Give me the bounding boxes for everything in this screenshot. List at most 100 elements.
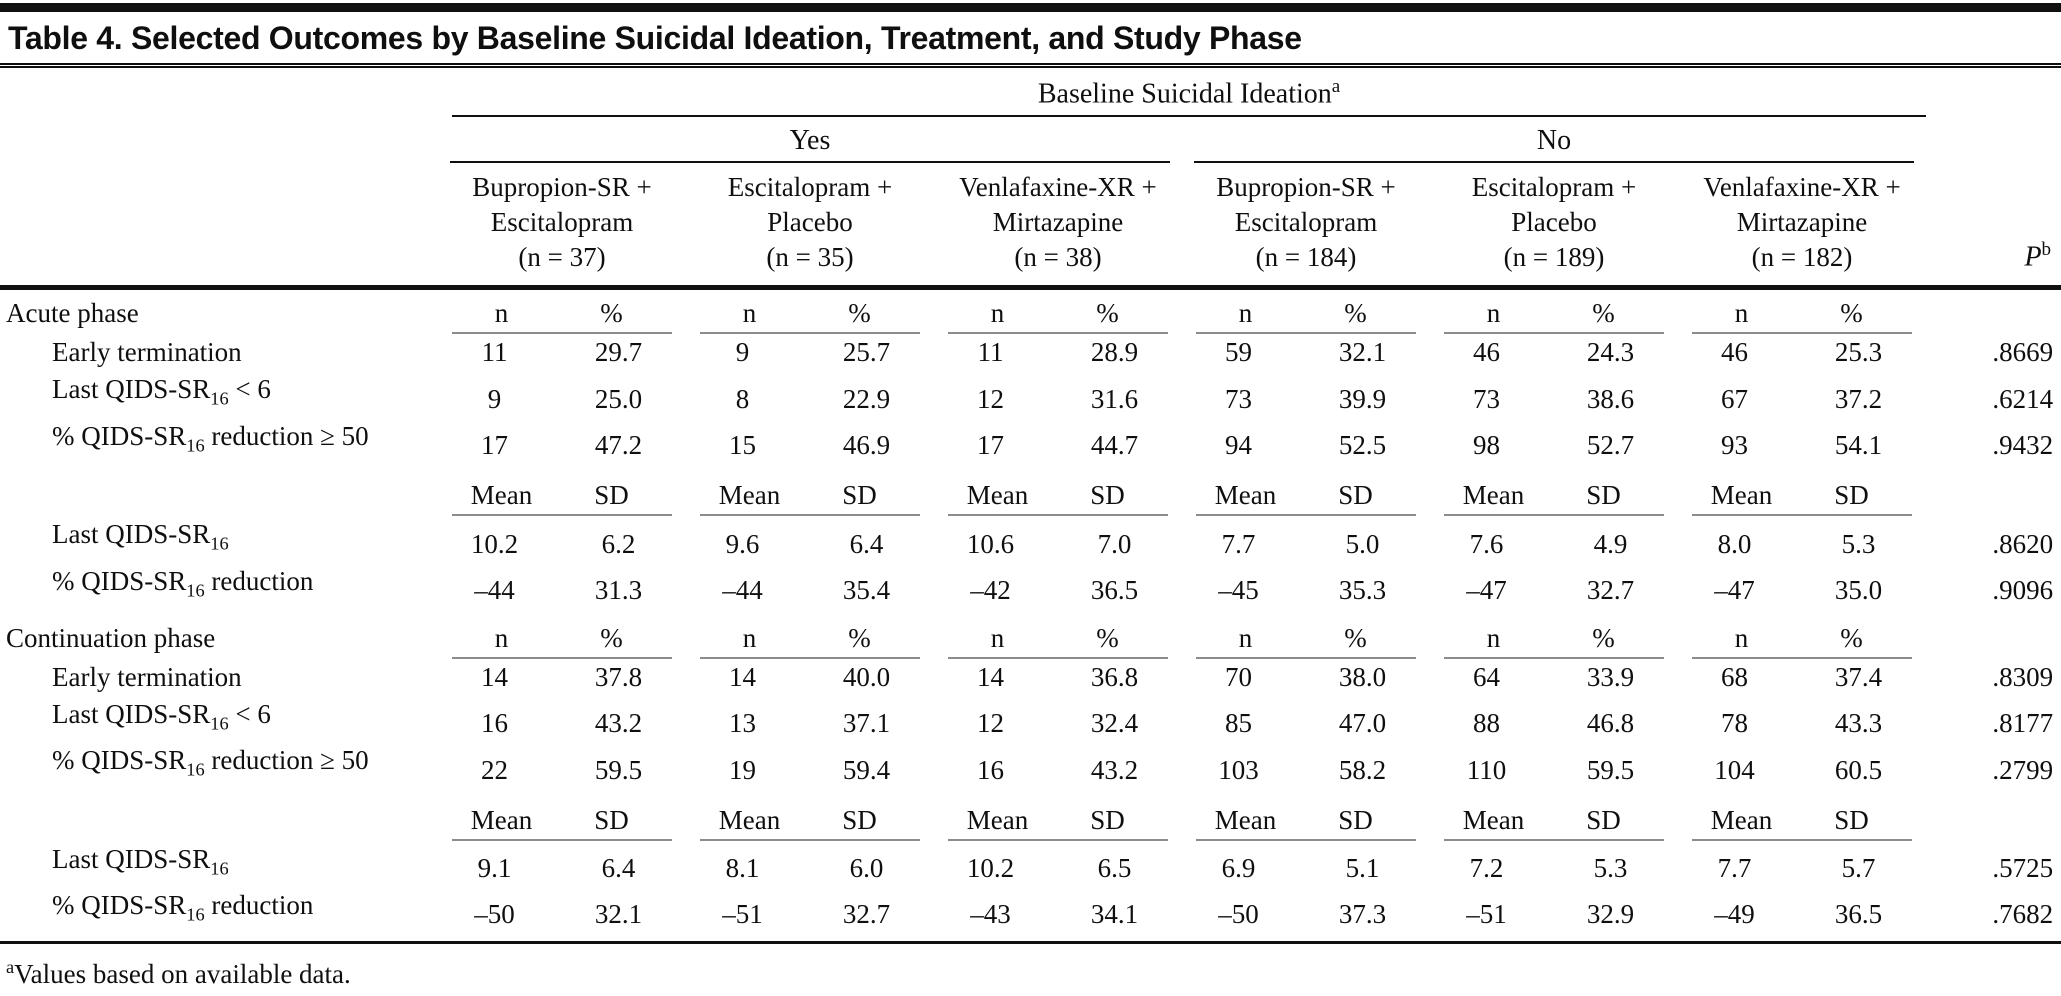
stat-subheader-cell: n% [1678, 288, 1926, 335]
treatment-n-label: (n = 184) [1255, 242, 1357, 273]
value-cell: 104 [1714, 754, 1755, 785]
stat-subheader-cell: n% [438, 609, 686, 659]
value-cell: 73 [1225, 383, 1252, 414]
row-label: % QIDS-SR16 reduction [52, 890, 314, 925]
data-row: Last QIDS-SR16 9.1 6.4 8.1 6.0 10.2 6.5 6.9 5.1 7… [0, 841, 2061, 887]
row-label: % QIDS-SR16 reduction ≥ 50 [52, 745, 369, 780]
value-cell: 7.0 [1097, 528, 1132, 559]
subheader-mean: Mean [1214, 804, 1277, 835]
subheader-n: n [1486, 298, 1501, 329]
footnotes: aValues based on available data. bProbab… [0, 944, 2061, 996]
value-cell: 19 [729, 754, 756, 785]
treatment-name-line2: Placebo [767, 207, 853, 238]
treatment-header-cell: Venlafaxine-XR + Mirtazapine (n = 182) [1678, 163, 1927, 291]
yes-no-row: Yes No [0, 117, 2061, 164]
treatment-n-label: (n = 37) [518, 242, 606, 273]
value-cell: 70 [1225, 661, 1252, 692]
value-cell: 52.5 [1338, 430, 1387, 461]
row-label: Last QIDS-SR16 < 6 [52, 374, 271, 409]
p-column-header: Pb [1926, 74, 2061, 291]
value-cell: 10.2 [966, 853, 1015, 884]
row-label: % QIDS-SR16 reduction [52, 565, 314, 600]
treatment-name-line1: Venlafaxine-XR + [1703, 172, 1901, 203]
value-cell: 32.1 [1338, 337, 1387, 368]
value-cell: 32.7 [842, 899, 891, 930]
value-cell: 38.6 [1586, 383, 1635, 414]
subheader-n: n [990, 622, 1005, 653]
value-cell: 24.3 [1586, 337, 1635, 368]
stat-subheader-cell: Mean SD [1182, 789, 1430, 841]
row-label: Last QIDS-SR16 < 6 [52, 698, 271, 734]
treatment-name-line1: Bupropion-SR + [472, 172, 652, 203]
treatment-header: Venlafaxine-XR + Mirtazapine (n = 182) [1678, 163, 1926, 285]
treatment-name-line1: Venlafaxine-XR + [959, 172, 1157, 203]
row-label: Early termination [52, 337, 242, 368]
subheader-mean: Mean [1462, 804, 1525, 835]
value-cell: 47.2 [594, 430, 643, 461]
value-cell: 12 [977, 383, 1004, 414]
phase-label [0, 464, 438, 516]
value-cell: 35.3 [1338, 574, 1387, 605]
treatment-n-label: (n = 38) [1014, 242, 1102, 273]
data-row: Last QIDS-SR16 10.2 6.2 9.6 6.4 10.6 7.0 7.7 5.0… [0, 516, 2061, 562]
value-cell: –51 [1466, 899, 1507, 930]
value-cell: –50 [474, 899, 515, 930]
subheader-sd: SD [1338, 804, 1373, 835]
treatment-n-label: (n = 189) [1503, 242, 1605, 273]
p-value: .8669 [1992, 337, 2054, 368]
value-cell: 5.7 [1841, 853, 1876, 884]
subheader-n: n [990, 298, 1005, 329]
value-cell: 32.7 [1586, 574, 1635, 605]
value-cell: –44 [474, 574, 515, 605]
treatment-header-cell: Bupropion-SR + Escitalopram (n = 184) [1182, 163, 1430, 291]
footnote-line: bProbability value associated with basel… [6, 991, 2053, 996]
value-cell: 94 [1225, 430, 1252, 461]
value-cell: 73 [1473, 383, 1500, 414]
p-value: .8620 [1992, 528, 2054, 559]
subheader-pct: % [848, 298, 871, 329]
value-cell: 46.8 [1586, 708, 1635, 739]
value-cell: 46.9 [842, 430, 891, 461]
value-cell: 7.7 [1221, 528, 1256, 559]
value-cell: –42 [970, 574, 1011, 605]
treatment-name-line2: Placebo [1511, 207, 1597, 238]
value-cell: 15 [729, 430, 756, 461]
value-cell: 5.0 [1345, 528, 1380, 559]
stat-subheader-cell: n% [934, 609, 1182, 659]
baseline-ideation-header-cell: Baseline Suicidal Ideationa [438, 74, 1927, 118]
span-header-row: Baseline Suicidal Ideationa Pb [0, 74, 2061, 291]
subheader-n: n [1734, 622, 1749, 653]
table-body: Acute phase n% n% n% n% n% n% Early termination… [0, 288, 2061, 943]
value-cell: 10.2 [470, 528, 519, 559]
p-value: .6214 [1992, 383, 2054, 414]
p-cell-empty [1926, 288, 2061, 335]
subheader-pct: % [600, 622, 623, 653]
subheader-mean: Mean [470, 804, 533, 835]
stat-subheader-cell: Mean SD [1430, 789, 1678, 841]
p-value: .7682 [1992, 899, 2054, 930]
value-cell: 31.6 [1090, 383, 1139, 414]
stat-subheader-cell: n% [1182, 288, 1430, 335]
stat-subheader-cell: n% [1430, 288, 1678, 335]
stat-subheader-cell: Mean SD [934, 789, 1182, 841]
value-cell: 33.9 [1586, 661, 1635, 692]
subheader-sd: SD [594, 480, 629, 511]
value-cell: 16 [977, 754, 1004, 785]
treatment-header: Escitalopram + Placebo (n = 35) [686, 163, 934, 285]
treatment-header: Venlafaxine-XR + Mirtazapine (n = 38) [934, 163, 1182, 285]
data-row: % QIDS-SR16 reduction ≥ 50 22 59.5 19 59.4 16… [0, 742, 2061, 788]
data-row: % QIDS-SR16 reduction ≥ 50 17 47.2 15 46.9 17… [0, 418, 2061, 464]
value-cell: 37.3 [1338, 899, 1387, 930]
value-cell: 9 [487, 383, 502, 414]
stat-subheader-row: Mean SD Mean SD Mean SD Mean SD Mean SD Mean SD [0, 789, 2061, 841]
table-header: Baseline Suicidal Ideationa Pb Yes No Bu… [0, 74, 2061, 291]
subheader-sd: SD [1834, 480, 1869, 511]
value-cell: 37.8 [594, 661, 643, 692]
stat-subheader-cell: n% [438, 288, 686, 335]
value-cell: 36.5 [1090, 574, 1139, 605]
value-cell: 6.2 [601, 528, 636, 559]
value-cell: 39.9 [1338, 383, 1387, 414]
subheader-sd: SD [594, 804, 629, 835]
subheader-pct: % [600, 298, 623, 329]
